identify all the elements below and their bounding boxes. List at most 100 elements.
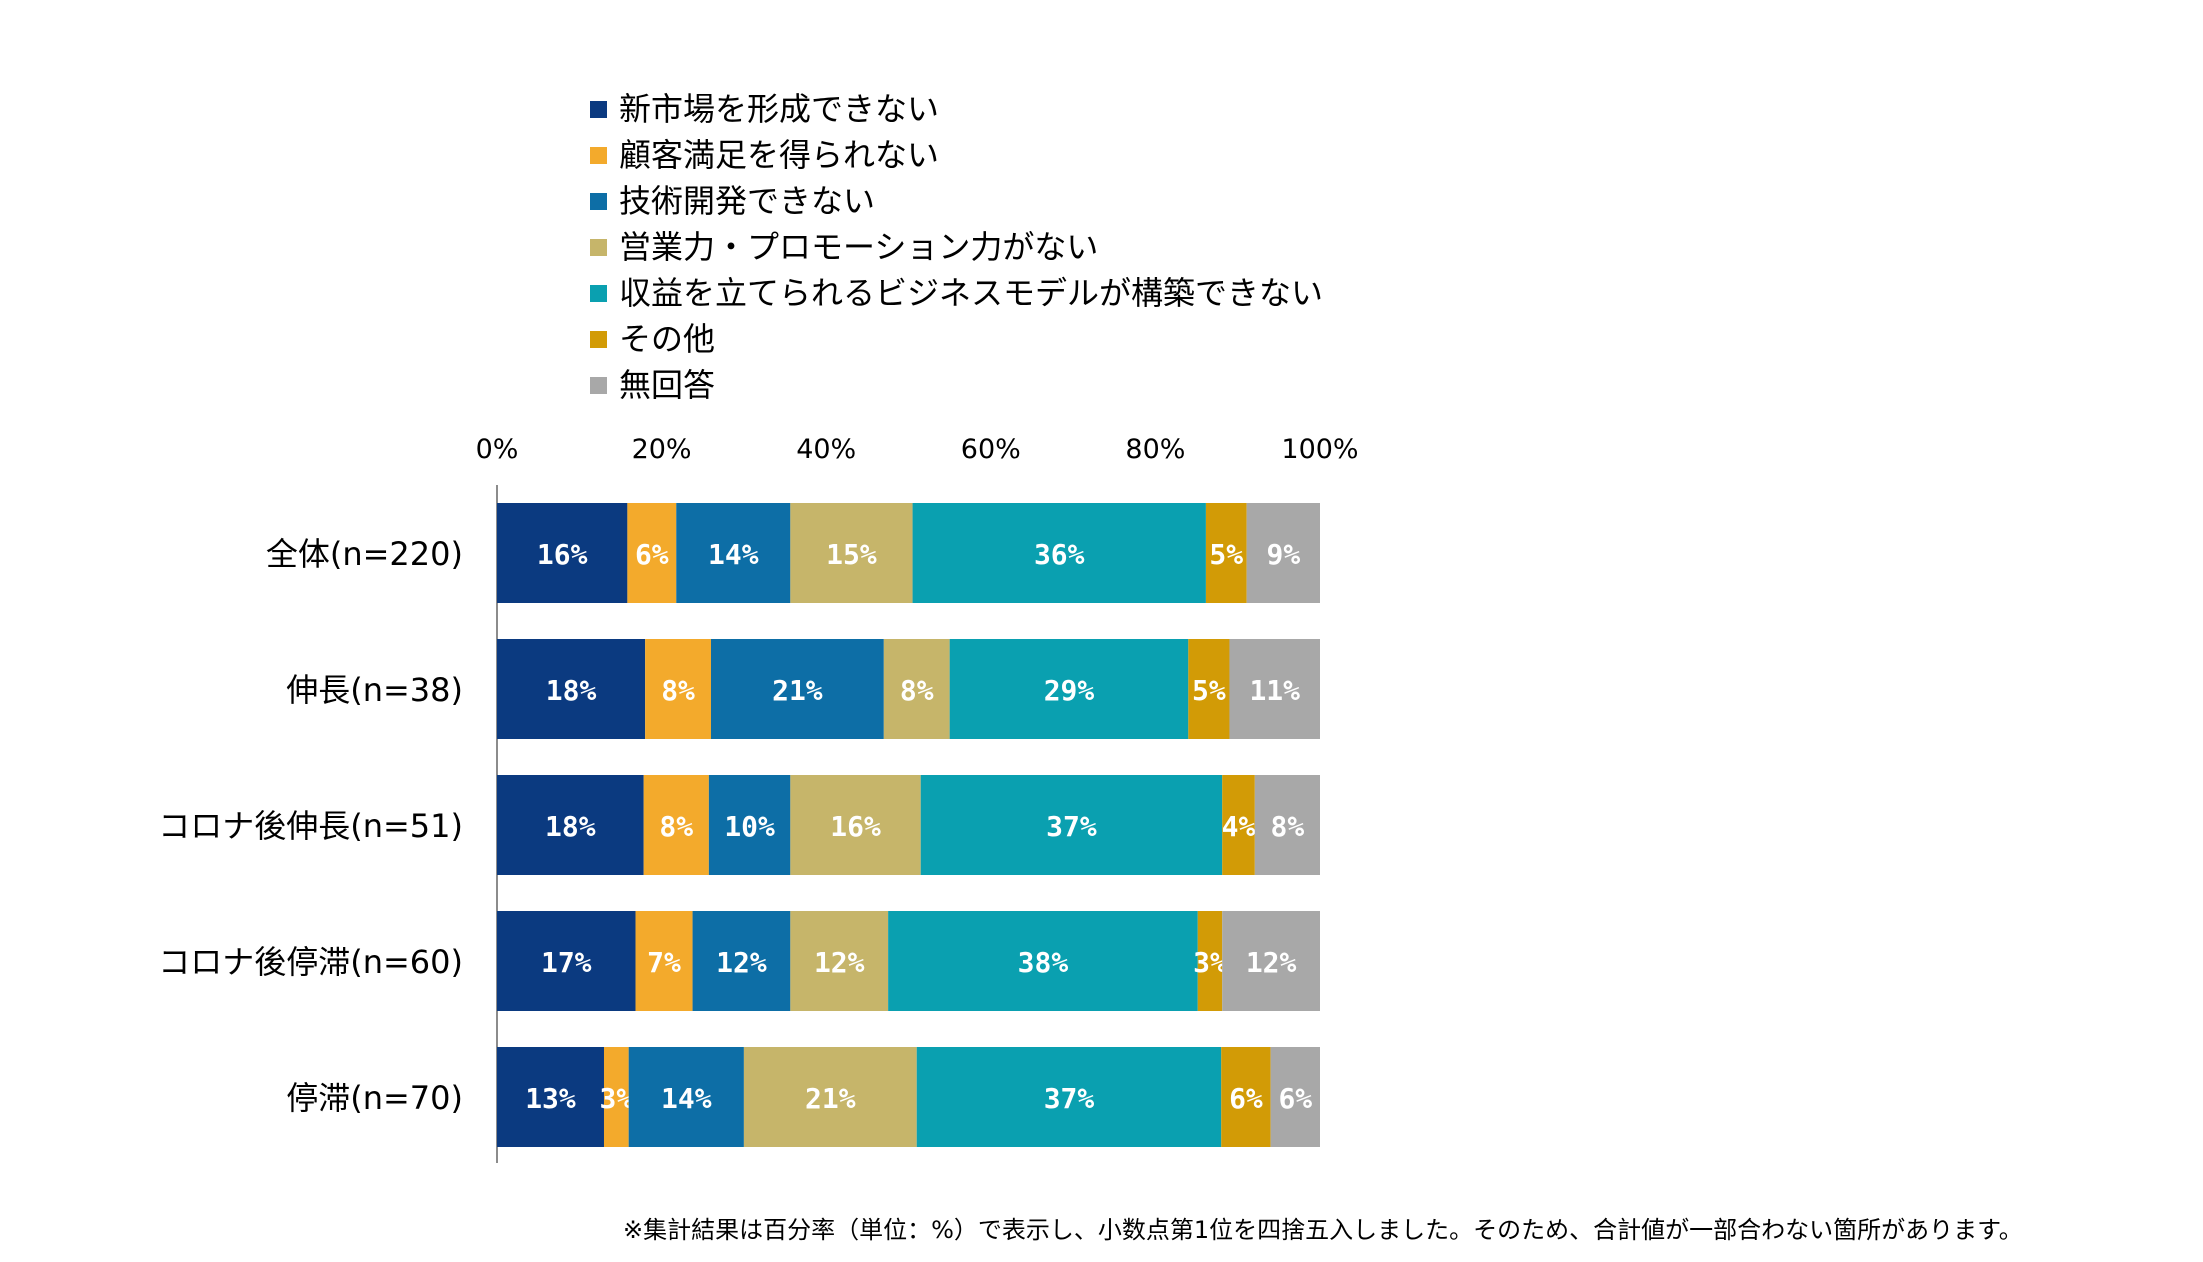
data-label: 13% [525,1082,576,1115]
data-label: 14% [708,538,759,571]
bar-segment [635,911,693,1011]
data-label: 12% [1246,946,1297,979]
x-tick-label: 40% [796,434,856,465]
bar-segment [1205,503,1247,603]
data-label: 3% [1193,946,1227,979]
category-label: 停滞(n=70) [286,1079,463,1117]
bar-segment [1270,1047,1320,1147]
bar-segment [916,1047,1222,1147]
legend-item: 無回答 [590,362,1323,408]
data-label: 16% [830,810,881,843]
legend-item: その他 [590,316,1323,362]
data-label: 15% [826,538,877,571]
legend-item: 顧客満足を得られない [590,132,1323,178]
bar-segment [692,911,791,1011]
data-label: 12% [716,946,767,979]
bar-segment [1221,1047,1271,1147]
x-tick-label: 20% [632,434,692,465]
bar-segment [883,639,950,739]
legend-label: 営業力・プロモーション力がない [619,228,1099,266]
data-label: 29% [1044,674,1095,707]
bar-segment [912,503,1206,603]
legend-item: 収益を立てられるビジネスモデルが構築できない [590,270,1323,316]
data-label: 8% [900,674,934,707]
category-label: コロナ後伸長(n=51) [158,807,463,845]
data-label: 8% [1271,810,1305,843]
bar-segment [790,911,889,1011]
legend-label: 顧客満足を得られない [619,136,940,174]
bar-segment [790,503,913,603]
data-label: 10% [724,810,775,843]
bar-segment [710,639,884,739]
data-label: 5% [1209,538,1243,571]
legend-item: 営業力・プロモーション力がない [590,224,1323,270]
bar-segment [1254,775,1320,875]
bar-segment [1188,639,1230,739]
data-label: 21% [805,1082,856,1115]
data-label: 8% [659,810,693,843]
bar-segment [497,1047,604,1147]
bar-segment [708,775,791,875]
bar-segment [628,1047,744,1147]
bar-segment [627,503,677,603]
legend-label: 技術開発できない [619,182,876,220]
data-label: 6% [1229,1082,1263,1115]
legend-swatch [590,284,607,302]
bar-segment [1229,639,1320,739]
data-label: 3% [599,1082,633,1115]
legend-swatch [590,376,607,394]
legend-item: 技術開発できない [590,178,1323,224]
data-label: 11% [1249,674,1300,707]
data-label: 18% [545,810,596,843]
bar-segment [920,775,1223,875]
bar-segment [1222,911,1320,1011]
data-label: 36% [1034,538,1085,571]
data-label: 8% [661,674,695,707]
bar-segment [790,775,921,875]
bar-segment [1246,503,1320,603]
bar-segment [888,911,1198,1011]
bar-segment [497,775,644,875]
bar-segment [643,775,709,875]
bar-segment [949,639,1189,739]
data-label: 5% [1192,674,1226,707]
data-label: 16% [537,538,588,571]
legend-swatch [590,330,607,348]
legend-swatch [590,100,607,118]
legend-label: 新市場を形成できない [619,90,940,128]
x-tick-label: 60% [961,434,1021,465]
bar-segment [676,503,791,603]
bar-segment [497,639,646,739]
category-label: コロナ後停滞(n=60) [158,943,463,981]
legend-label: 収益を立てられるビジネスモデルが構築できない [619,274,1324,312]
legend: 新市場を形成できない 顧客満足を得られない 技術開発できない営業力・プロモーション力… [590,86,1323,408]
data-label: 6% [635,538,669,571]
data-label: 37% [1046,810,1097,843]
bar-segment [497,911,636,1011]
x-tick-label: 100% [1281,434,1358,465]
x-tick-label: 0% [476,434,519,465]
data-label: 12% [814,946,865,979]
category-label: 全体(n=220) [266,535,463,573]
data-label: 14% [661,1082,712,1115]
legend-label: 無回答 [619,366,716,404]
data-label: 7% [647,946,681,979]
legend-swatch [590,238,607,256]
data-label: 21% [772,674,823,707]
legend-label: その他 [619,320,716,358]
bar-segment [645,639,711,739]
data-label: 4% [1222,810,1256,843]
legend-item: 新市場を形成できない [590,86,1323,132]
bar-segment [497,503,628,603]
data-label: 9% [1266,538,1300,571]
category-label: 伸長(n=38) [286,671,463,709]
x-tick-label: 80% [1125,434,1185,465]
data-label: 38% [1018,946,1069,979]
bar-segment [743,1047,917,1147]
bar-segment [1197,911,1223,1011]
data-label: 6% [1278,1082,1312,1115]
data-label: 18% [546,674,597,707]
footnote: ※集計結果は百分率（単位：%）で表示し、小数点第1位を四捨五入しました。そのため… [623,1216,2023,1244]
bar-segment [1222,775,1255,875]
